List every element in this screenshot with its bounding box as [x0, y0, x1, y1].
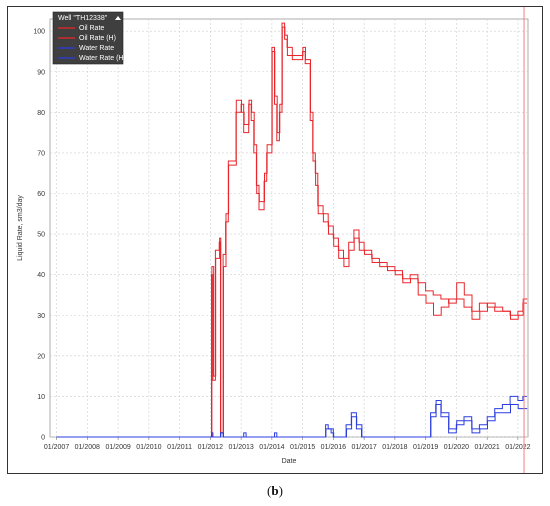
x-tick-label: 01/2020	[444, 444, 469, 451]
x-tick-label: 01/2015	[290, 444, 315, 451]
y-axis-ticks: 0 10 20 30 40 50 60 70 80 90 100	[33, 29, 45, 442]
x-tick-label: 01/2009	[105, 444, 130, 451]
series-line-oil-rate-h	[56, 26, 528, 438]
x-tick-label: 01/2011	[167, 444, 192, 451]
y-axis-label: Liquid Rate, sm3/day	[17, 195, 24, 261]
legend-collapse-icon[interactable]	[115, 16, 121, 20]
x-tick-label: 01/2019	[413, 444, 438, 451]
x-tick-label: 01/2008	[75, 444, 100, 451]
y-tick-label: 0	[41, 435, 45, 442]
y-tick-label: 80	[37, 110, 45, 117]
legend-entry: Water Rate	[79, 45, 114, 52]
legend-entry: Oil Rate (H)	[79, 35, 116, 42]
x-tick-label: 01/2018	[382, 444, 407, 451]
x-tick-label: 01/2014	[259, 444, 284, 451]
x-tick-label: 01/2017	[351, 444, 376, 451]
series-lines	[56, 22, 528, 438]
legend[interactable]: Well "TH12338" Oil Rate Oil Rate (H) Water …	[52, 11, 126, 65]
caption-open: (	[267, 483, 272, 498]
x-tick-label: 01/2016	[321, 444, 346, 451]
y-tick-label: 90	[37, 69, 45, 76]
y-tick-label: 50	[37, 232, 45, 239]
y-tick-label: 60	[37, 191, 45, 198]
x-tick-label: 01/2007	[44, 444, 69, 451]
legend-entry: Water Rate (H)	[79, 55, 126, 62]
y-tick-label: 20	[37, 353, 45, 360]
x-tick-label: 01/2013	[228, 444, 253, 451]
y-tick-label: 10	[37, 394, 45, 401]
figure-caption: (b)	[0, 483, 550, 499]
series-line-oil-rate	[56, 22, 527, 438]
x-tick-label: 01/2012	[198, 444, 223, 451]
x-tick-label: 01/2022	[505, 444, 530, 451]
series-line-water-rate-h	[56, 400, 528, 438]
caption-letter: b	[271, 483, 279, 498]
y-tick-label: 100	[33, 29, 45, 36]
legend-title: Well "TH12338"	[58, 15, 108, 22]
x-tick-label: 01/2010	[136, 444, 161, 451]
x-axis-ticks: 01/2007 01/2008 01/2009 01/2010 01/2011 01/20…	[44, 444, 531, 451]
y-tick-label: 40	[37, 272, 45, 279]
caption-close: )	[278, 483, 283, 498]
chart-frame: 0 10 20 30 40 50 60 70 80 90 100 01/2007 01/2008 01/…	[7, 6, 543, 474]
legend-entry: Oil Rate	[79, 25, 104, 32]
x-tick-label: 01/2021	[475, 444, 500, 451]
y-tick-label: 30	[37, 313, 45, 320]
y-tick-label: 70	[37, 150, 45, 157]
grid	[49, 18, 529, 440]
x-axis-label: Date	[282, 458, 297, 465]
